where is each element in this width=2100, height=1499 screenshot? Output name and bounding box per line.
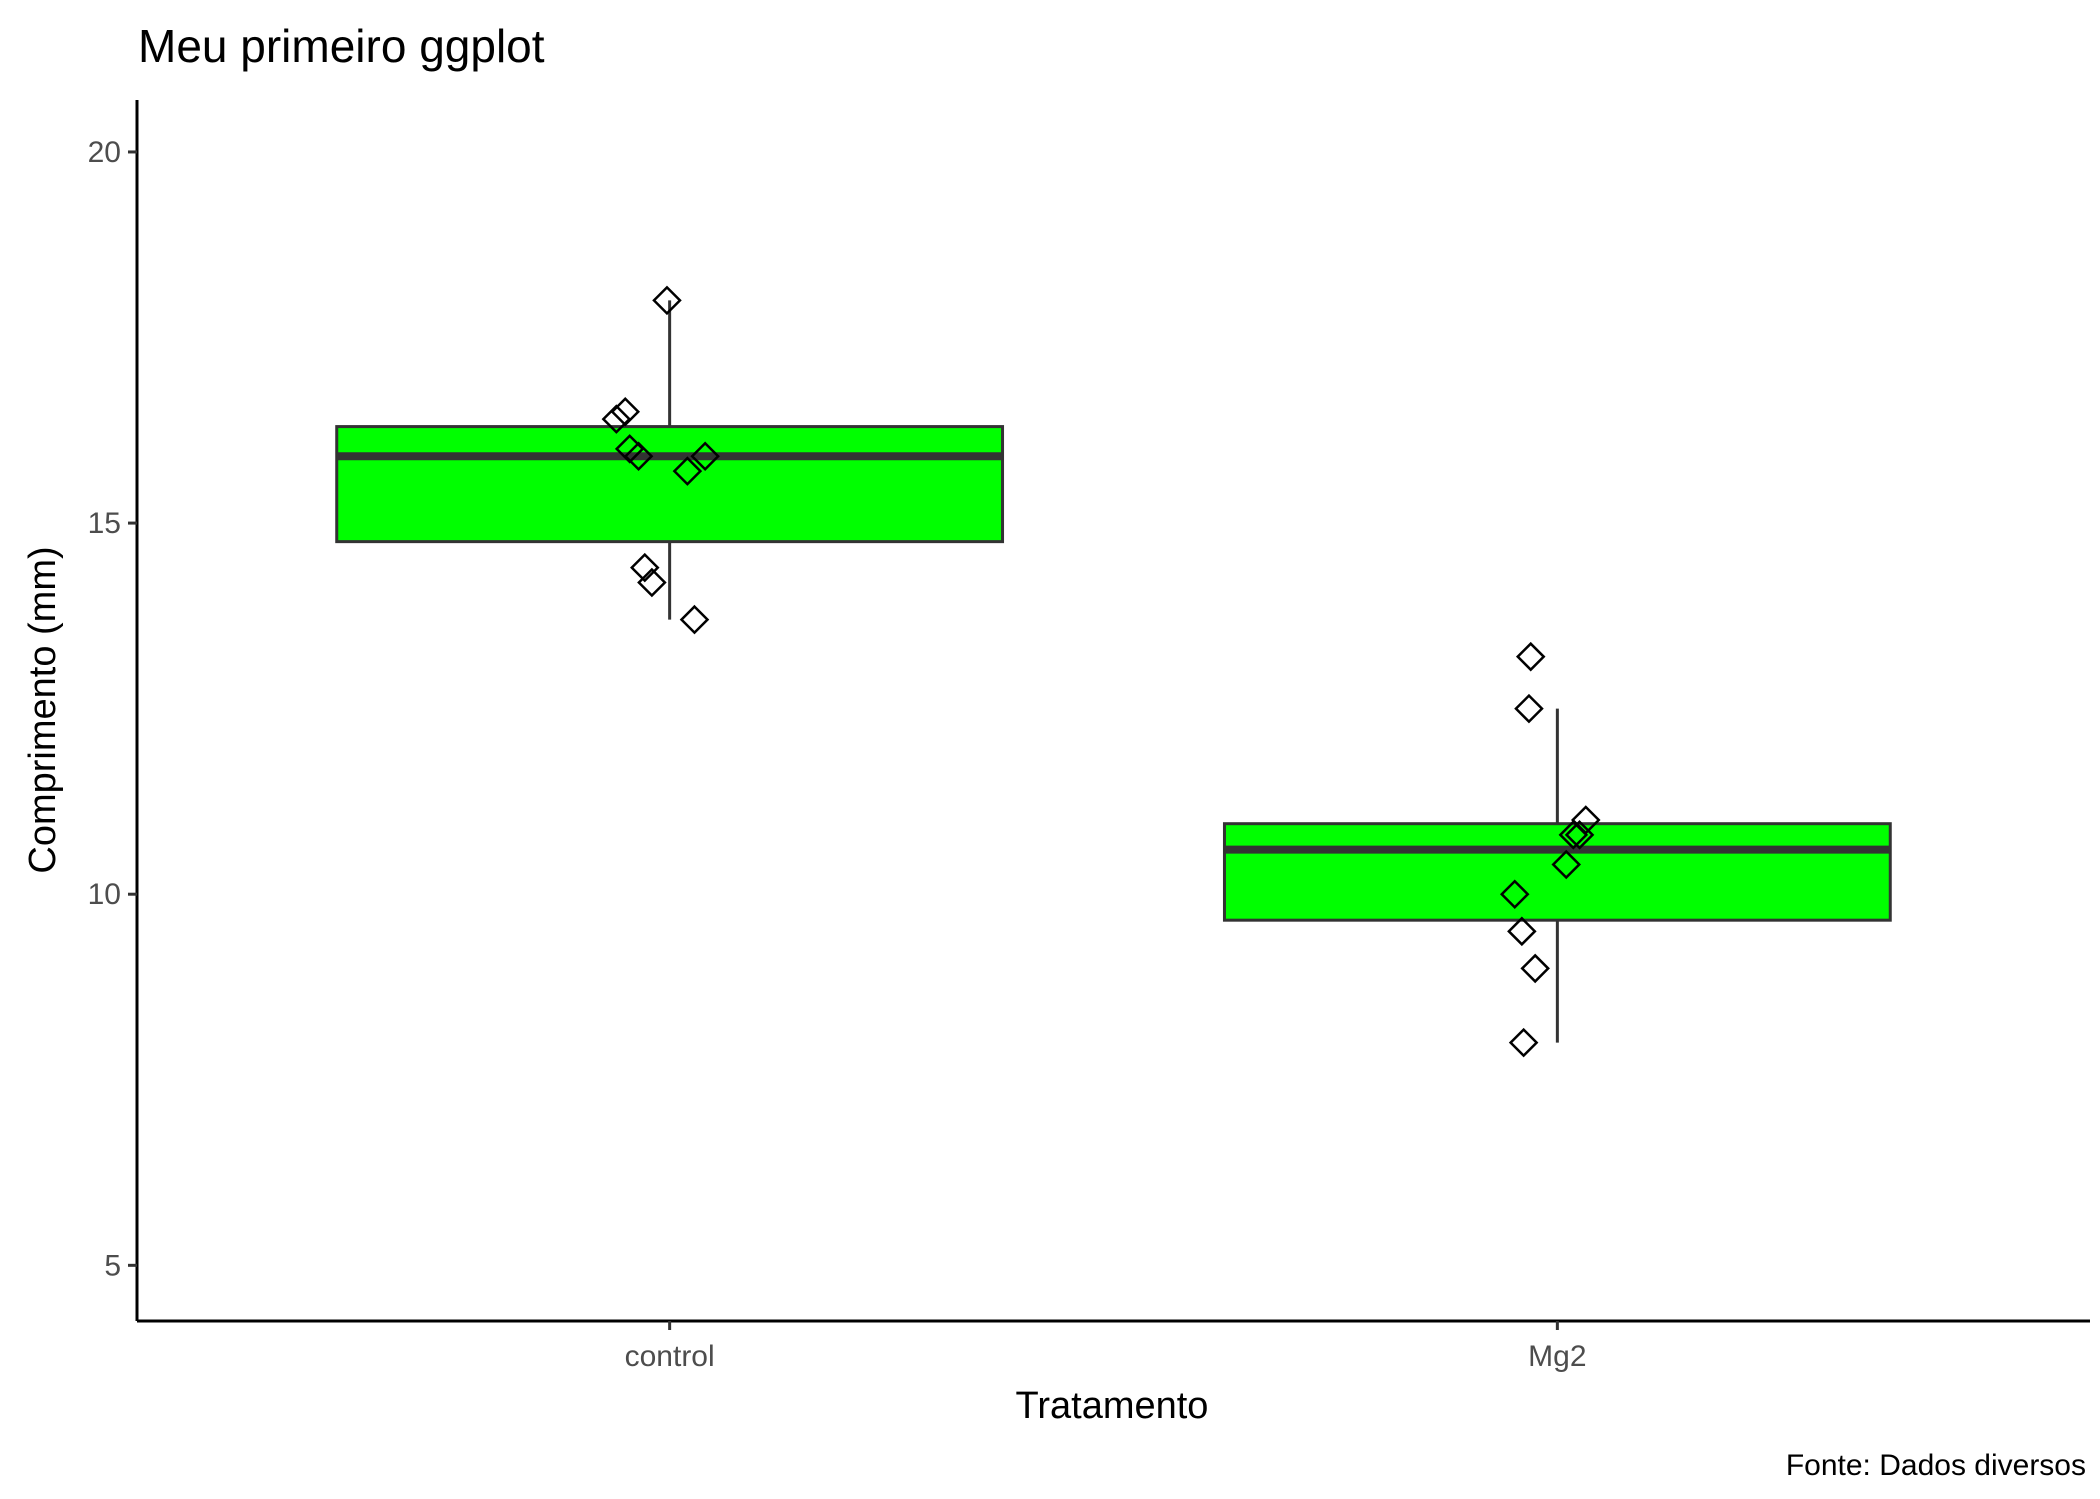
data-point xyxy=(679,604,710,635)
x-tick-label: Mg2 xyxy=(1528,1340,1586,1373)
data-point xyxy=(601,404,632,434)
y-axis-title: Comprimento (mm) xyxy=(22,546,64,873)
x-axis-title: Tratamento xyxy=(1016,1385,1209,1427)
axes: 5 10 15 20 control Mg2 xyxy=(88,100,2090,1373)
y-tick-label: 5 xyxy=(104,1249,121,1282)
box-iqr xyxy=(335,425,1005,544)
data-point xyxy=(1508,1027,1539,1058)
chart-caption: Fonte: Dados diversos xyxy=(1786,1449,2086,1482)
data-point xyxy=(637,567,667,598)
data-point xyxy=(1564,820,1595,850)
data-point xyxy=(690,441,720,472)
data-point xyxy=(1520,953,1550,984)
data-point xyxy=(652,285,682,316)
data-point xyxy=(1507,916,1537,947)
data-point xyxy=(1558,820,1589,850)
y-tick-label: 15 xyxy=(88,507,121,540)
data-point xyxy=(623,441,654,472)
box-Mg2 xyxy=(1222,708,1892,1043)
y-tick-label: 10 xyxy=(88,878,121,911)
data-point xyxy=(1515,641,1546,672)
data-point xyxy=(1514,693,1544,724)
x-tick-label: control xyxy=(625,1340,715,1373)
data-point xyxy=(1551,849,1582,880)
data-point xyxy=(672,456,703,486)
data-point xyxy=(610,396,641,427)
box-control xyxy=(335,300,1005,620)
y-tick-label: 20 xyxy=(88,136,121,169)
data-point xyxy=(630,552,660,583)
data-point xyxy=(1499,879,1530,909)
box-iqr xyxy=(1222,822,1892,922)
plot-area xyxy=(335,285,1892,1058)
chart-title: Meu primeiro ggplot xyxy=(138,20,545,72)
